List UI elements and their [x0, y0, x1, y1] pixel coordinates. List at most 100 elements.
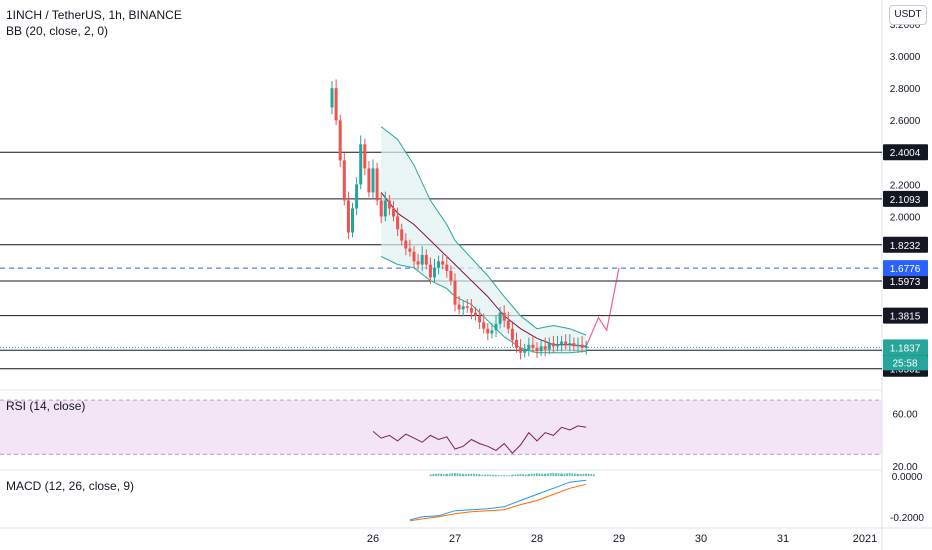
price-tick: 3.0000 — [890, 52, 921, 63]
candle-body — [564, 341, 568, 345]
macd-hist-bar — [440, 473, 442, 477]
macd-hist-bar — [552, 472, 555, 477]
candle-body — [519, 347, 523, 353]
currency-button[interactable]: USDT — [889, 5, 927, 25]
macd-hist-bar — [530, 473, 533, 477]
macd-hist-bar — [514, 474, 517, 477]
level-price-label: 2.4004 — [890, 148, 921, 159]
candle-body — [506, 320, 510, 329]
candle-body — [387, 200, 391, 209]
macd-hist-bar — [541, 473, 543, 477]
price-axis[interactable]: 2.40042.10931.82321.59731.38151.16571.05… — [883, 20, 928, 524]
candle-body — [560, 341, 564, 345]
price-tick: 2.6000 — [890, 116, 921, 127]
candle-body — [576, 344, 580, 347]
level-price-tag — [883, 190, 928, 207]
macd-hist-bar — [522, 474, 524, 477]
candle-body — [572, 343, 576, 347]
candle-body — [351, 208, 354, 233]
price-tick: 3.2000 — [890, 20, 921, 31]
macd-hist-bar — [590, 474, 593, 477]
rsi-band — [0, 400, 882, 455]
time-axis[interactable]: 26 27 28 29 30 31 2021 — [367, 533, 877, 545]
macd-hist-bar — [473, 473, 475, 477]
macd-hist-bar — [446, 473, 448, 477]
macd-hist-bar — [498, 475, 500, 477]
macd-tick: -0.2000 — [890, 513, 924, 524]
macd-indicator-label[interactable]: MACD (12, 26, close, 9) — [6, 479, 135, 493]
macd-hist-bar — [459, 473, 461, 477]
candle-body — [510, 328, 514, 340]
dashed-level-tag — [883, 260, 928, 277]
rsi-plot — [372, 425, 587, 454]
candle-body — [584, 346, 588, 348]
macd-hist-bar — [479, 474, 481, 477]
macd-hist-bar — [582, 473, 585, 477]
candle-body — [527, 344, 531, 350]
candle-body — [580, 344, 584, 348]
macd-hist-bar — [486, 474, 489, 477]
bb-upper-band — [380, 126, 587, 336]
macd-line — [409, 479, 587, 521]
price-tick: 2.8000 — [890, 84, 921, 95]
countdown-tag — [883, 355, 928, 371]
macd-hist-bar — [448, 473, 451, 477]
price-tick: 2.0000 — [890, 212, 921, 223]
macd-hist-bar — [519, 474, 522, 477]
level-price-label: 1.3815 — [890, 312, 921, 323]
dashed-level-label: 1.6776 — [890, 264, 921, 275]
macd-hist-bar — [568, 473, 571, 477]
rsi-tick: 60.00 — [892, 410, 917, 421]
candle-body — [474, 312, 477, 316]
rsi-indicator-label[interactable]: RSI (14, close) — [6, 399, 86, 413]
last-price-tag — [883, 339, 928, 356]
candle-body — [441, 261, 445, 265]
bb-fill — [381, 126, 587, 353]
macd-tick: 0.0000 — [892, 472, 923, 483]
candle-body — [478, 315, 482, 323]
candle-body — [568, 343, 572, 345]
macd-hist-bar — [547, 473, 549, 477]
macd-hist-bar — [462, 474, 465, 477]
time-tick: 28 — [531, 533, 543, 545]
candle-body — [515, 339, 518, 348]
macd-hist-bar — [470, 473, 473, 477]
candle-body — [523, 349, 527, 353]
candle-body — [531, 344, 535, 348]
macd-hist-bar — [561, 473, 563, 477]
candle-body — [556, 344, 559, 347]
macd-hist-bar — [585, 473, 587, 477]
rsi-line — [372, 425, 587, 454]
candle-body — [535, 347, 539, 352]
macd-hist-bar — [454, 473, 456, 477]
macd-hist-bar — [593, 474, 595, 477]
bb-indicator-label[interactable]: BB (20, close, 2, 0) — [6, 24, 109, 38]
macd-hist-bar — [517, 474, 519, 477]
candle-body — [547, 343, 551, 350]
projection-line — [585, 267, 620, 347]
candle-body — [355, 184, 359, 209]
macd-hist-bar — [492, 474, 494, 477]
macd-hist-bar — [489, 474, 492, 477]
candle-body — [449, 270, 453, 281]
macd-hist-bar — [456, 473, 459, 477]
macd-hist-bar — [429, 474, 432, 477]
macd-hist-bar — [495, 475, 498, 477]
candle-body — [379, 200, 383, 217]
macd-hist-bar — [505, 475, 508, 477]
time-tick: 29 — [613, 533, 625, 545]
candle-body — [469, 307, 473, 313]
candle-body — [334, 88, 338, 121]
macd-hist-bar — [577, 474, 580, 477]
candle-body — [457, 304, 461, 310]
macd-hist-bar — [511, 474, 514, 477]
candle-body — [551, 343, 555, 347]
candle-body — [490, 330, 494, 334]
macd-hist-bar — [432, 474, 435, 477]
macd-hist-bar — [549, 473, 552, 477]
candle-body — [445, 264, 449, 271]
macd-hist-bar — [528, 473, 530, 477]
macd-hist-bar — [484, 474, 486, 477]
